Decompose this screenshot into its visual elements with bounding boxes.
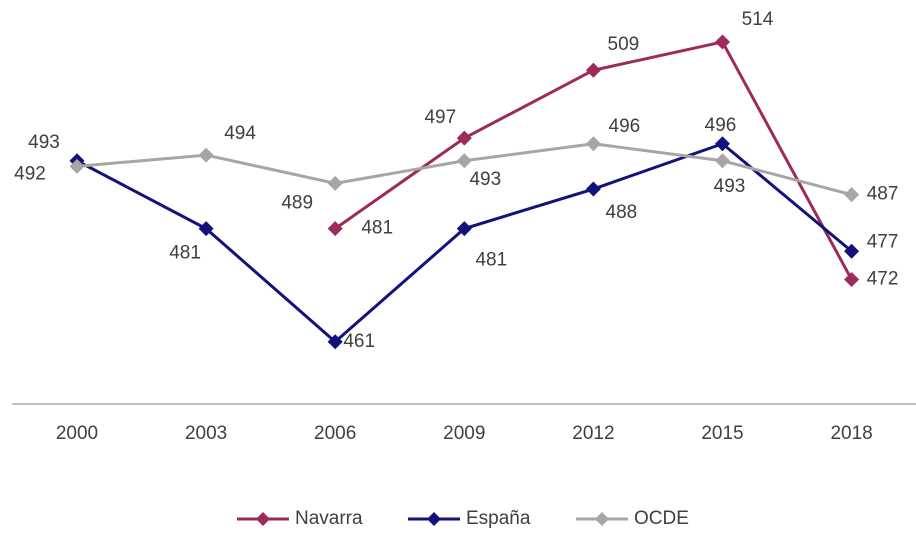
data-label: 481 bbox=[475, 250, 507, 271]
legend-marker bbox=[427, 512, 441, 526]
point-marker bbox=[715, 153, 730, 169]
data-label: 493 bbox=[28, 132, 60, 153]
point-marker bbox=[715, 136, 730, 152]
point-marker bbox=[327, 334, 343, 350]
data-label: 477 bbox=[867, 231, 899, 252]
point-marker bbox=[456, 221, 472, 237]
legend-marker bbox=[595, 512, 609, 526]
data-label: 493 bbox=[714, 176, 746, 197]
data-label: 461 bbox=[343, 331, 375, 352]
point-marker bbox=[844, 243, 860, 259]
x-tick-label: 2006 bbox=[314, 423, 356, 444]
data-label: 481 bbox=[169, 243, 201, 264]
point-marker bbox=[69, 158, 85, 174]
point-marker bbox=[456, 153, 472, 169]
point-marker bbox=[585, 136, 601, 152]
legend-label: Navarra bbox=[295, 508, 363, 529]
data-label: 488 bbox=[606, 202, 638, 223]
point-marker bbox=[844, 187, 860, 203]
point-marker bbox=[327, 175, 343, 191]
x-tick-label: 2000 bbox=[56, 423, 98, 444]
legend-label: España bbox=[466, 508, 531, 529]
point-marker bbox=[198, 147, 214, 163]
point-marker bbox=[585, 62, 601, 78]
point-marker bbox=[715, 34, 730, 50]
data-label: 487 bbox=[867, 184, 899, 205]
x-tick-label: 2015 bbox=[701, 423, 743, 444]
point-marker bbox=[844, 272, 860, 288]
legend-label: OCDE bbox=[634, 508, 689, 529]
data-label: 481 bbox=[361, 218, 393, 239]
point-marker bbox=[327, 221, 343, 237]
data-label: 472 bbox=[867, 269, 899, 290]
x-tick-label: 2009 bbox=[443, 423, 485, 444]
data-label: 497 bbox=[424, 107, 456, 128]
legend-marker bbox=[256, 512, 270, 526]
point-marker bbox=[456, 130, 472, 146]
data-label: 492 bbox=[14, 163, 46, 184]
point-marker bbox=[198, 221, 214, 237]
x-tick-label: 2018 bbox=[830, 423, 872, 444]
data-label: 496 bbox=[609, 116, 641, 137]
data-label: 496 bbox=[705, 115, 737, 136]
point-marker bbox=[585, 181, 601, 197]
data-label: 514 bbox=[742, 9, 774, 30]
x-tick-label: 2012 bbox=[572, 423, 614, 444]
data-label: 489 bbox=[281, 192, 313, 213]
data-label: 493 bbox=[469, 169, 501, 190]
x-tick-label: 2003 bbox=[185, 423, 227, 444]
data-label: 509 bbox=[608, 34, 640, 55]
data-label: 494 bbox=[224, 123, 256, 144]
